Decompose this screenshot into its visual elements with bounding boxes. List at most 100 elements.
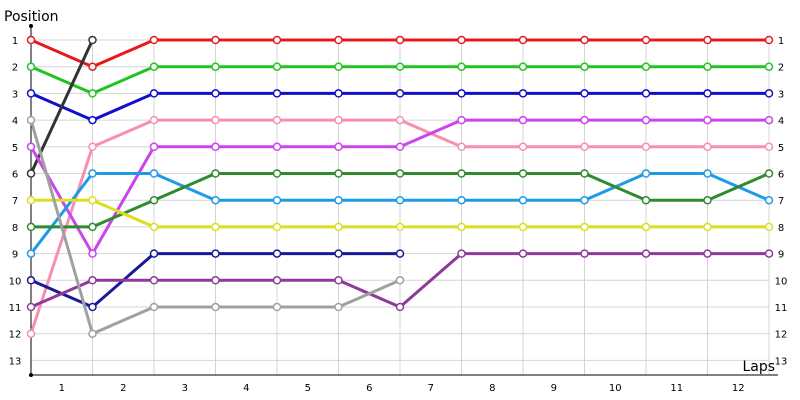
y-tick-label-left: 9 — [12, 250, 18, 261]
series-4-point — [88, 35, 97, 45]
series-5-point — [703, 142, 712, 152]
y-tick-label-right: 9 — [778, 250, 784, 261]
series-1-point — [580, 35, 589, 45]
series-9-point — [580, 222, 589, 232]
series-9-point — [395, 222, 405, 232]
y-tick-label-right: 4 — [778, 116, 784, 127]
series-5-point — [395, 115, 405, 125]
series-1-point — [88, 62, 97, 71]
y-tick-label-right: 3 — [778, 89, 784, 100]
y-axis-cap — [29, 24, 33, 28]
y-tick-label-left: 13 — [9, 356, 22, 367]
series-11-point — [703, 249, 712, 258]
series-12-point — [395, 276, 405, 285]
y-tick-label-left: 10 — [9, 276, 22, 287]
series-7-point — [88, 169, 97, 178]
y-tick-label-right: 2 — [778, 63, 784, 74]
series-6-point — [334, 142, 343, 152]
series-2-point — [641, 62, 651, 71]
series-9-point — [26, 195, 36, 205]
series-7-point — [580, 195, 589, 205]
y-tick-label-left: 12 — [9, 330, 22, 341]
series-8-point — [88, 222, 97, 232]
series-9-point — [272, 222, 282, 232]
series-5-point — [457, 142, 466, 152]
series-12-point — [272, 302, 282, 312]
series-12-point — [88, 329, 97, 338]
series-2-point — [272, 62, 282, 71]
series-3-point — [764, 89, 774, 98]
y-axis-title: Position — [4, 9, 59, 25]
series-6-point — [641, 115, 651, 125]
series-7-point — [703, 169, 712, 178]
series-6-point — [88, 249, 97, 258]
series-1-point — [457, 35, 466, 45]
x-tick-label: 2 — [120, 383, 126, 394]
series-10-point — [334, 249, 343, 258]
x-tick-label: 6 — [366, 383, 372, 394]
x-tick-label: 11 — [670, 383, 683, 394]
series-8-point — [457, 169, 466, 178]
series-7-point — [211, 195, 220, 205]
x-axis-cap — [29, 373, 33, 377]
series-1-point — [703, 35, 712, 45]
series-6-point — [518, 115, 528, 125]
series-2-point — [26, 62, 36, 71]
series-9-point — [764, 222, 774, 232]
series-8-point — [149, 195, 159, 205]
x-tick-label: 9 — [551, 383, 557, 394]
series-7-point — [641, 169, 651, 178]
y-tick-label-right: 8 — [778, 223, 784, 234]
series-1-point — [211, 35, 220, 45]
series-1-point — [272, 35, 282, 45]
series-6-point — [211, 142, 220, 152]
series-9-point — [88, 195, 97, 205]
x-tick-label: 7 — [428, 383, 434, 394]
series-2-point — [580, 62, 589, 71]
series-8-point — [764, 169, 774, 178]
series-3-point — [580, 89, 589, 98]
x-tick-label: 3 — [182, 383, 188, 394]
y-tick-label-left: 11 — [9, 303, 22, 314]
y-tick-label-right: 12 — [775, 330, 788, 341]
series-3-point — [272, 89, 282, 98]
series-12-point — [149, 302, 159, 312]
series-11-point — [641, 249, 651, 258]
series-5-point — [580, 142, 589, 152]
y-tick-label-right: 6 — [778, 170, 784, 181]
series-5-point — [88, 142, 97, 152]
series-3-point — [149, 89, 159, 98]
series-7-point — [764, 195, 774, 205]
series-6-point — [764, 115, 774, 125]
series-4-point — [26, 169, 36, 178]
series-2-point — [395, 62, 405, 71]
y-tick-label-left: 2 — [12, 63, 18, 74]
series-2-point — [764, 62, 774, 71]
series-1-point — [518, 35, 528, 45]
series-6-point — [272, 142, 282, 152]
series-2-point — [211, 62, 220, 71]
series-5-point — [518, 142, 528, 152]
series-6-point — [26, 142, 36, 152]
y-tick-label-right: 1 — [778, 36, 784, 47]
y-tick-label-right: 7 — [778, 196, 784, 207]
series-9-point — [211, 222, 220, 232]
series-9-point — [457, 222, 466, 232]
series-9-point — [334, 222, 343, 232]
series-3-point — [641, 89, 651, 98]
x-tick-label: 12 — [732, 383, 745, 394]
series-10-point — [88, 302, 97, 312]
series-8-point — [211, 169, 220, 178]
series-3-point — [334, 89, 343, 98]
series-2-point — [88, 89, 97, 98]
series-3-point — [703, 89, 712, 98]
series-11-point — [272, 276, 282, 285]
series-8-point — [580, 169, 589, 178]
series-1-point — [764, 35, 774, 45]
series-1-point — [334, 35, 343, 45]
series-1-point — [395, 35, 405, 45]
series-11-point — [334, 276, 343, 285]
